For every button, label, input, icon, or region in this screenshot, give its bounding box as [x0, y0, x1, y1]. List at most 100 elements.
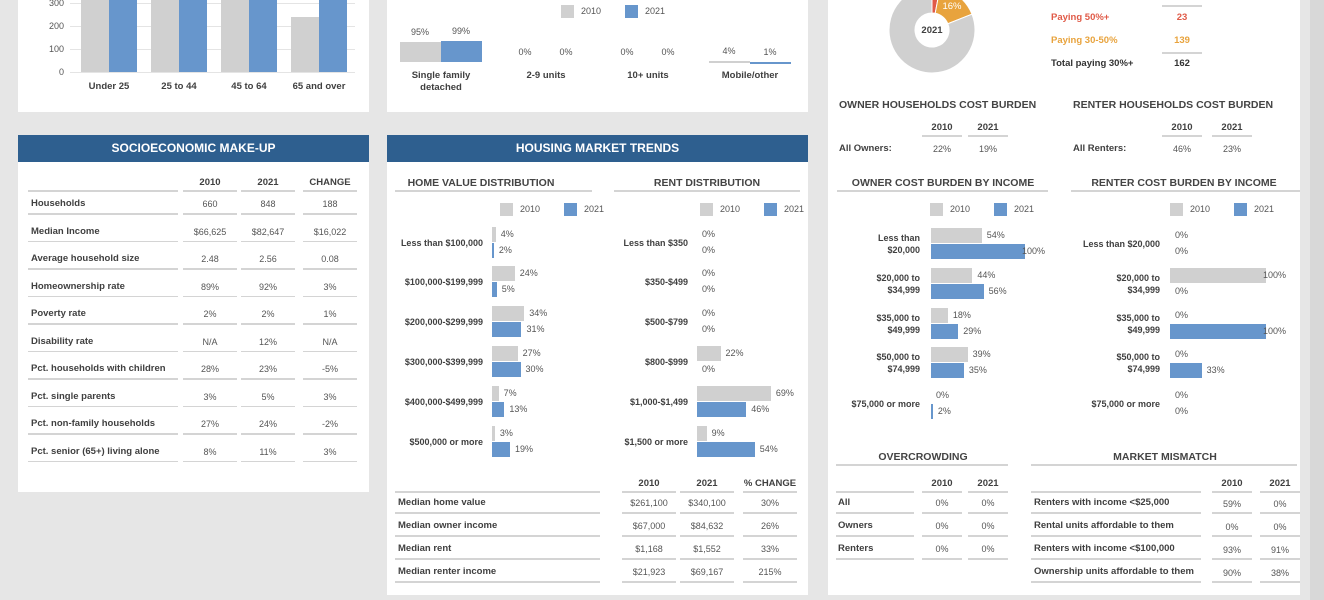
cell-value: $261,100 [630, 498, 668, 508]
chart-title: OWNER COST BURDEN BY INCOME [851, 177, 1035, 189]
divider [622, 491, 676, 493]
cell-value: $21,923 [632, 567, 666, 577]
legend-swatch-2010 [930, 203, 943, 216]
cell-value: $1,552 [693, 544, 721, 554]
data-bar [492, 346, 518, 361]
cell-value: 0% [1273, 522, 1287, 532]
divider [1212, 535, 1252, 537]
cell-value: $67,000 [632, 521, 666, 531]
divider [241, 405, 295, 407]
divider [622, 558, 676, 560]
data-bar [492, 442, 511, 457]
housing-type-bar [750, 62, 791, 64]
divider [183, 433, 237, 435]
y-tick-label: 200 [48, 21, 64, 31]
divider [968, 535, 1008, 537]
age-bar [179, 0, 207, 72]
divider [743, 512, 797, 514]
legend-swatch-2010 [700, 203, 713, 216]
divider [303, 190, 357, 192]
bar-value: 0% [1175, 246, 1189, 256]
divider [28, 323, 178, 325]
legend-label-2010: 2010 [720, 204, 741, 214]
data-bar [931, 244, 1025, 259]
cell-value: 2.56 [259, 254, 277, 264]
cell-value: 0% [1273, 499, 1287, 509]
bar-value: 19% [515, 444, 534, 454]
chart-title: RENT DISTRIBUTION [653, 177, 761, 189]
socio-panel [18, 135, 369, 492]
cell-value: 0% [1225, 522, 1239, 532]
gridline [70, 49, 355, 50]
divider [241, 323, 295, 325]
data-bar [492, 227, 496, 242]
row-label: Renters with income <$25,000 [1034, 497, 1170, 508]
divider [622, 512, 676, 514]
donut-legend-value: 139 [1174, 35, 1190, 46]
divider [1260, 512, 1300, 514]
bar-value: 22% [725, 348, 744, 358]
donut-legend-value: 23 [1176, 12, 1188, 23]
divider [183, 213, 237, 215]
bar-value: 35% [968, 365, 987, 375]
col-header: 2021 [1269, 478, 1291, 489]
row-label: Ownership units affordable to them [1034, 566, 1194, 577]
divider [303, 405, 357, 407]
data-bar [492, 306, 525, 321]
category-label: $500,000 or more [409, 437, 483, 447]
divider [241, 240, 295, 242]
cell-value: $16,022 [313, 226, 347, 237]
divider [28, 268, 178, 270]
bar-value: 54% [759, 444, 778, 454]
data-bar [697, 402, 747, 417]
divider [836, 512, 914, 514]
divider [680, 512, 734, 514]
legend-label-2021: 2021 [784, 204, 805, 214]
legend-swatch-2021 [564, 203, 577, 216]
cell-value: 93% [1222, 545, 1242, 555]
data-bar [492, 362, 521, 377]
col-header: 2010 [199, 177, 221, 188]
divider [241, 433, 295, 435]
donut-legend-label: Total paying 30%+ [1051, 58, 1134, 69]
cell-value: $66,625 [193, 226, 227, 237]
divider [1212, 491, 1252, 493]
bar-value: 18% [952, 310, 971, 320]
divider [922, 491, 962, 493]
scrollbar-track[interactable] [1310, 0, 1324, 600]
divider [303, 213, 357, 215]
cell-value: 30% [760, 498, 780, 508]
row-label: Pct. non-family households [31, 418, 156, 429]
age-bar [319, 0, 347, 72]
divider [28, 378, 178, 380]
divider [395, 558, 600, 560]
col-header: 2010 [931, 122, 953, 133]
socio-header: SOCIOECONOMIC MAKE-UP [18, 135, 369, 162]
divider [1260, 491, 1300, 493]
divider [28, 350, 178, 352]
divider [303, 350, 357, 352]
divider [837, 190, 1048, 192]
category-label: $35,000 to $49,999 [1116, 313, 1160, 335]
col-header: % CHANGE [743, 478, 797, 489]
cell-value: $69,167 [690, 567, 724, 577]
bar-value: 100% [1022, 246, 1046, 256]
divider [680, 558, 734, 560]
divider [303, 268, 357, 270]
category-label: $35,000 to $49,999 [876, 313, 920, 335]
bar-value: 100% [1263, 270, 1287, 280]
divider [28, 295, 178, 297]
renter_burden-title: RENTER HOUSEHOLDS COST BURDEN [1073, 99, 1274, 111]
housing-type-label: 10+ units [627, 70, 669, 81]
bar-value: 0% [702, 229, 716, 239]
category-label: Less than $350 [623, 238, 688, 248]
cell-value: 848 [260, 199, 276, 209]
row-label: Median owner income [398, 520, 498, 531]
divider [922, 558, 962, 560]
housing-type-label: 2-9 units [526, 70, 566, 81]
bar-value: 46% [751, 404, 770, 414]
category-label: $400,000-$499,999 [404, 397, 483, 407]
age-category-label: Under 25 [88, 81, 130, 92]
category-label: $1,500 or more [624, 437, 688, 447]
category-label: Less than $100,000 [400, 238, 483, 248]
